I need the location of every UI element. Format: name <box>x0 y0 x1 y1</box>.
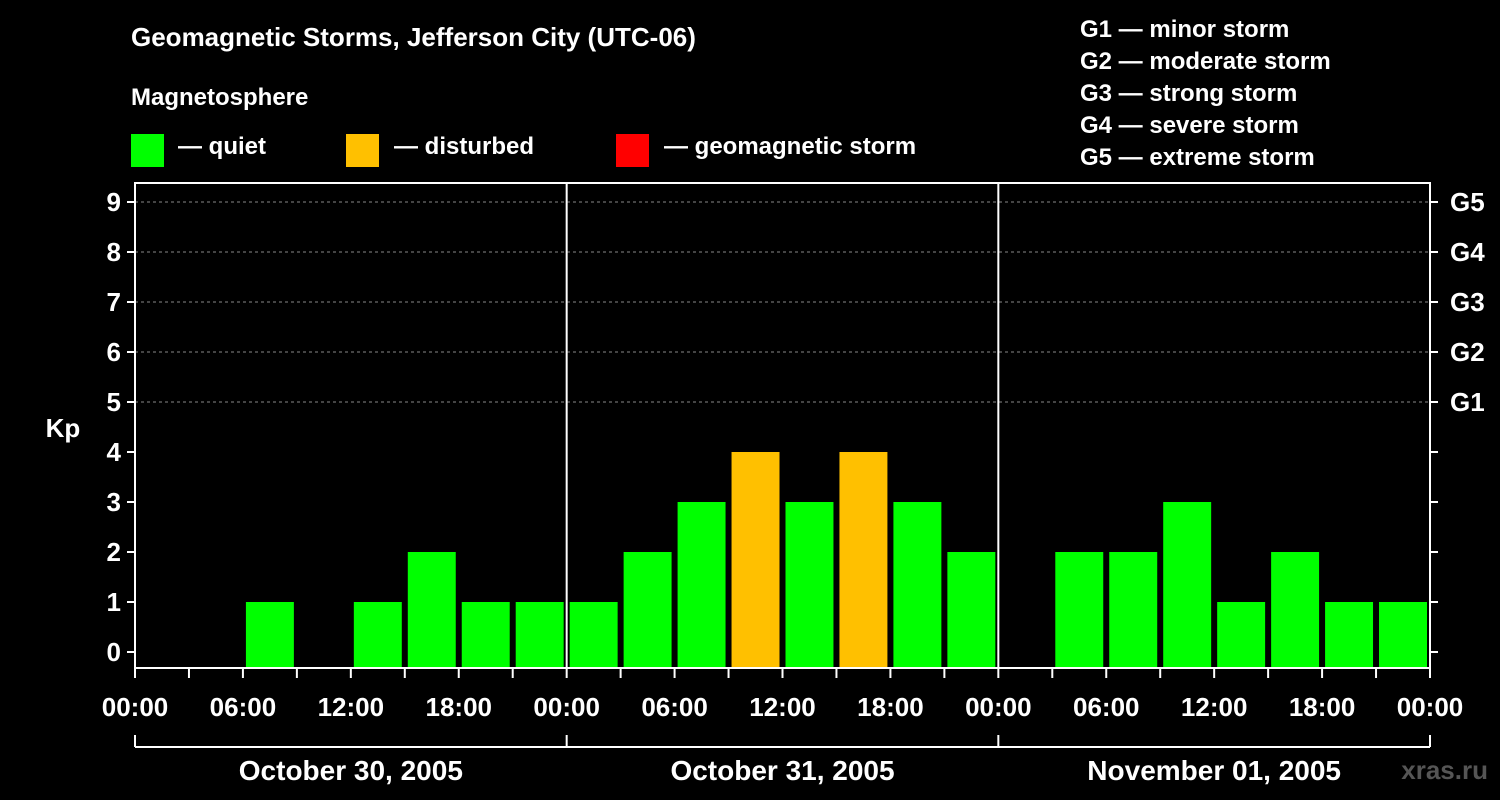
watermark: xras.ru <box>1401 755 1488 785</box>
g-level-label: G4 <box>1450 237 1485 267</box>
legend-storm-label: — geomagnetic storm <box>664 133 917 160</box>
x-tick-label: 18:00 <box>426 692 493 722</box>
g-scale-item: G4 — severe storm <box>1080 112 1299 139</box>
y-tick-label: 1 <box>107 587 121 617</box>
kp-bar <box>893 502 942 668</box>
kp-bar <box>569 602 618 668</box>
kp-bar <box>1271 552 1320 668</box>
y-axis-label: Kp <box>46 413 81 443</box>
day-label: October 30, 2005 <box>239 755 463 786</box>
legend-storm-swatch <box>616 134 649 167</box>
kp-bar <box>623 552 672 668</box>
x-tick-label: 06:00 <box>641 692 708 722</box>
kp-bar <box>839 452 888 668</box>
y-tick-label: 8 <box>107 237 121 267</box>
g-level-label: G3 <box>1450 287 1485 317</box>
chart-title: Geomagnetic Storms, Jefferson City (UTC-… <box>131 22 696 52</box>
legend-disturbed-label: — disturbed <box>394 133 535 160</box>
g-scale-item: G5 — extreme storm <box>1080 144 1315 171</box>
x-tick-label: 00:00 <box>102 692 169 722</box>
g-level-label: G2 <box>1450 337 1485 367</box>
kp-bar <box>1379 602 1427 668</box>
g-scale-item: G2 — moderate storm <box>1080 48 1331 75</box>
plot-frame <box>134 182 1431 669</box>
kp-bar <box>1055 552 1104 668</box>
kp-bar <box>1325 602 1374 668</box>
x-tick-label: 18:00 <box>1289 692 1356 722</box>
x-tick-label: 00:00 <box>965 692 1032 722</box>
kp-bar <box>1109 552 1158 668</box>
kp-bar <box>731 452 780 668</box>
magnetosphere-label: Magnetosphere <box>131 84 309 111</box>
x-tick-label: 12:00 <box>749 692 816 722</box>
x-tick-label: 06:00 <box>1073 692 1140 722</box>
kp-bar <box>515 602 564 668</box>
y-tick-label: 2 <box>107 537 121 567</box>
y-tick-label: 4 <box>107 437 122 467</box>
day-label: October 31, 2005 <box>670 755 894 786</box>
g-scale-legend: G1 — minor storm G2 — moderate storm G3 … <box>1080 14 1331 174</box>
x-tick-label: 12:00 <box>318 692 385 722</box>
kp-bar <box>461 602 510 668</box>
x-tick-label: 00:00 <box>533 692 600 722</box>
y-tick-label: 5 <box>107 387 121 417</box>
g-level-label: G1 <box>1450 387 1485 417</box>
y-tick-label: 3 <box>107 487 121 517</box>
kp-bar <box>1217 602 1266 668</box>
g-scale-item: G1 — minor storm <box>1080 16 1290 43</box>
legend-quiet-swatch <box>131 134 164 167</box>
g-scale-item: G3 — strong storm <box>1080 80 1298 107</box>
legend-disturbed-swatch <box>346 134 379 167</box>
y-tick-label: 6 <box>107 337 121 367</box>
y-tick-label: 7 <box>107 287 121 317</box>
y-tick-label: 9 <box>107 187 121 217</box>
kp-bar <box>353 602 402 668</box>
day-label: November 01, 2005 <box>1087 755 1341 786</box>
x-tick-label: 12:00 <box>1181 692 1248 722</box>
kp-bar <box>1163 502 1212 668</box>
kp-bar <box>947 552 996 668</box>
g-level-label: G5 <box>1450 187 1485 217</box>
x-tick-label: 06:00 <box>210 692 277 722</box>
x-tick-label: 18:00 <box>857 692 924 722</box>
legend-quiet-label: — quiet <box>178 133 266 160</box>
kp-bar <box>785 502 834 668</box>
kp-bar <box>677 502 726 668</box>
kp-bar <box>245 602 294 668</box>
y-tick-label: 0 <box>107 637 121 667</box>
kp-bar <box>407 552 456 668</box>
x-tick-label: 00:00 <box>1397 692 1464 722</box>
